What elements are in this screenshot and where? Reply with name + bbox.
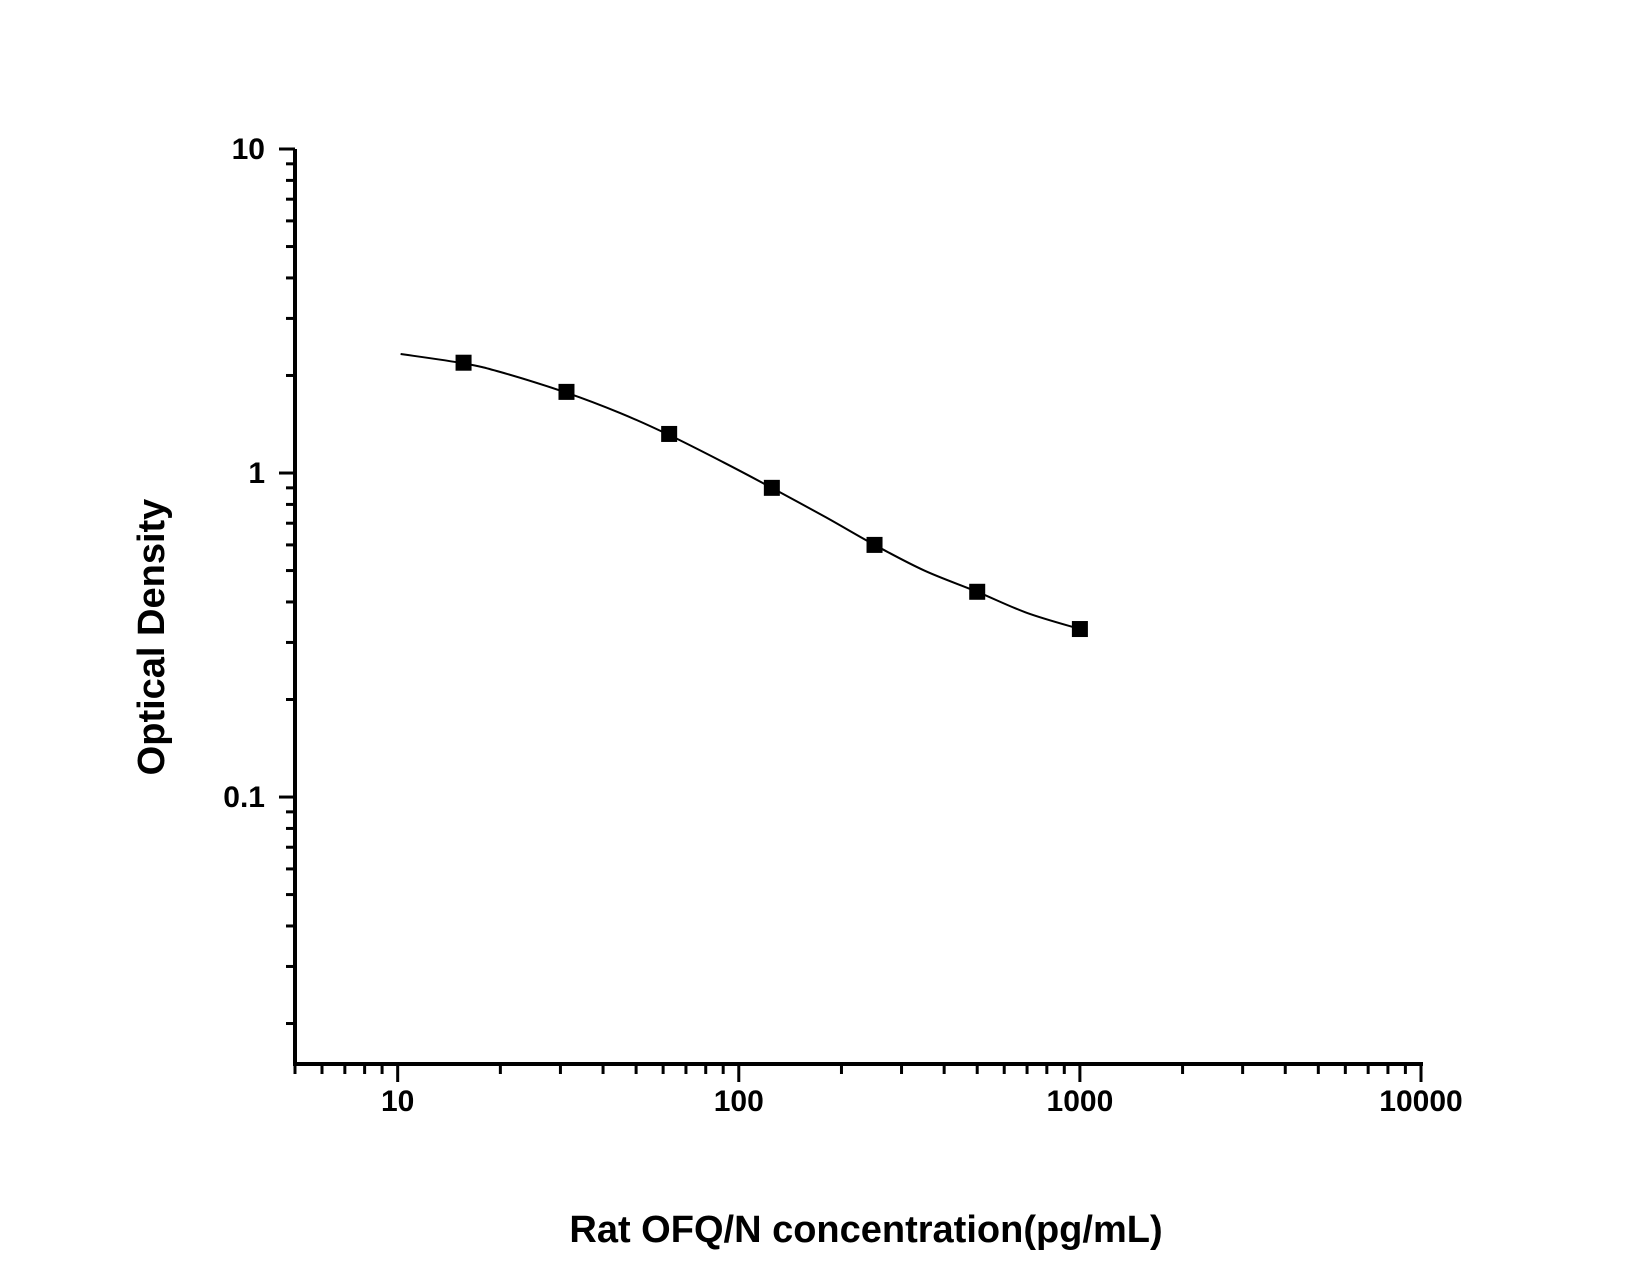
x-axis-title: Rat OFQ/N concentration(pg/mL) [569,1209,1162,1251]
data-point-marker [1071,621,1088,638]
data-point-marker [866,536,883,553]
data-points [455,354,1088,638]
data-point-marker [558,383,575,400]
data-point-marker [455,354,472,371]
data-point-marker [661,425,678,442]
y-tick-label: 10 [232,133,265,166]
y-tick-label: 0.1 [223,781,265,814]
x-tick-label: 100 [714,1085,764,1118]
data-point-marker [763,479,780,496]
y-axis-title: Optical Density [131,499,173,776]
x-axis: 10 100 1000 10000 [293,1062,1463,1118]
x-tick-label: 10 [381,1085,414,1118]
y-axis: 0.1 1 10 [223,133,297,1066]
data-point-marker [969,583,986,600]
x-tick-label: 1000 [1047,1085,1114,1118]
x-tick-label: 10000 [1379,1085,1462,1118]
y-tick-label: 1 [248,457,265,490]
